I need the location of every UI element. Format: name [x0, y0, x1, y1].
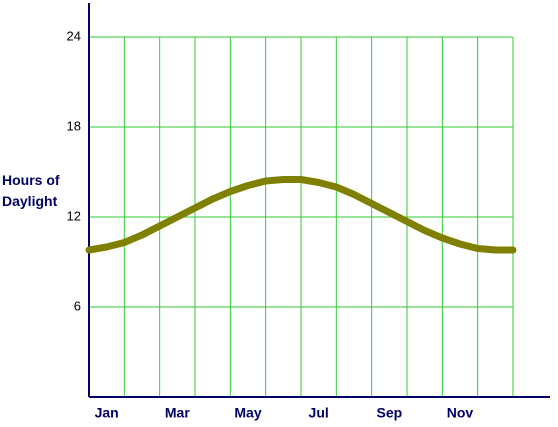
y-tick-label: 12 — [67, 208, 81, 223]
y-tick-label: 18 — [67, 118, 81, 133]
data-line — [85, 176, 517, 254]
y-tick-label: 6 — [74, 298, 81, 313]
x-tick-label: Mar — [165, 405, 190, 421]
x-tick-label: May — [234, 405, 261, 421]
y-tick-label: 24 — [67, 28, 81, 43]
y-axis-label: Hours of Daylight — [2, 172, 60, 209]
x-tick-label: Nov — [447, 405, 474, 421]
x-tick-label: Jul — [309, 405, 329, 421]
x-tick-label: Sep — [376, 405, 402, 421]
x-tick-label: Jan — [95, 405, 119, 421]
